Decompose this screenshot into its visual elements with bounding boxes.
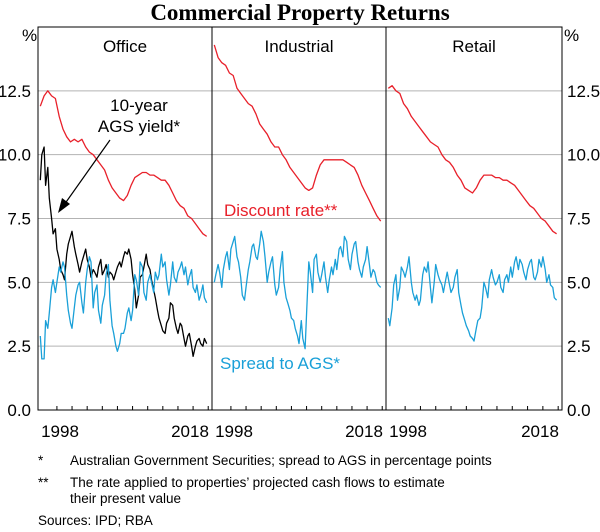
gridlines	[38, 90, 562, 347]
y-tick-right: 0.0	[567, 401, 591, 420]
y-tick-left: 0.0	[7, 401, 31, 420]
panel-title-industrial: Industrial	[265, 37, 334, 56]
plot-frame	[37, 26, 563, 411]
y-unit-left: %	[22, 26, 37, 45]
panel-frames	[37, 26, 563, 411]
y-tick-left: 2.5	[7, 337, 31, 356]
ags-yield-label-line1: 10-year	[110, 96, 168, 115]
series-discount-rate-office	[39, 90, 208, 237]
series-spread-industrial	[213, 230, 382, 350]
y-unit-right: %	[564, 26, 579, 45]
series-spread-retail	[387, 256, 558, 342]
series-lines	[39, 44, 558, 360]
ags-yield-label-line2: AGS yield*	[98, 117, 181, 136]
y-tick-left: 12.5	[0, 82, 31, 101]
x-tick-end: 2018	[171, 422, 209, 441]
series-discount-rate-industrial	[213, 44, 382, 222]
x-tick-start: 1998	[215, 422, 253, 441]
footnote-1-text: Australian Government Securities; spread…	[70, 453, 492, 468]
ags-yield-arrowhead	[58, 198, 70, 213]
y-tick-left: 7.5	[7, 210, 31, 229]
y-tick-right: 7.5	[567, 210, 591, 229]
x-tick-start: 1998	[389, 422, 427, 441]
series-ags-yield-office	[39, 146, 208, 358]
series-discount-rate-retail	[387, 85, 557, 235]
spread-to-ags-label: Spread to AGS*	[220, 354, 340, 373]
y-tick-left: 10.0	[0, 146, 31, 165]
y-tick-labels: 0.0 0.0 2.5 2.5 5.0 5.0 7.5 7.5 10.0 10.0 12.5 12.5	[0, 82, 600, 420]
y-tick-right: 5.0	[567, 273, 591, 292]
x-tick-end: 2018	[521, 422, 559, 441]
sources: Sources: IPD; RBA	[38, 513, 153, 528]
discount-rate-label: Discount rate**	[224, 201, 338, 220]
footnote-2-line2: their present value	[70, 491, 181, 506]
x-tick-labels: 1998 2018 1998 2018 1998 2018	[41, 406, 559, 441]
x-tick-end: 2018	[345, 422, 383, 441]
panel-titles: Office Industrial Retail	[103, 37, 496, 56]
ags-yield-arrow	[63, 139, 111, 206]
footnote-1-marker: *	[38, 453, 44, 468]
y-tick-right: 10.0	[567, 146, 600, 165]
y-tick-left: 5.0	[7, 273, 31, 292]
y-tick-right: 12.5	[567, 82, 600, 101]
x-tick-start: 1998	[41, 422, 79, 441]
chart-title: Commercial Property Returns	[150, 0, 449, 25]
series-spread-office	[39, 253, 208, 360]
panel-title-office: Office	[103, 37, 147, 56]
footnote-2-marker: **	[38, 475, 49, 490]
footnote-2-line1: The rate applied to properties’ projecte…	[70, 475, 445, 490]
panel-title-retail: Retail	[452, 37, 495, 56]
y-tick-right: 2.5	[567, 337, 591, 356]
